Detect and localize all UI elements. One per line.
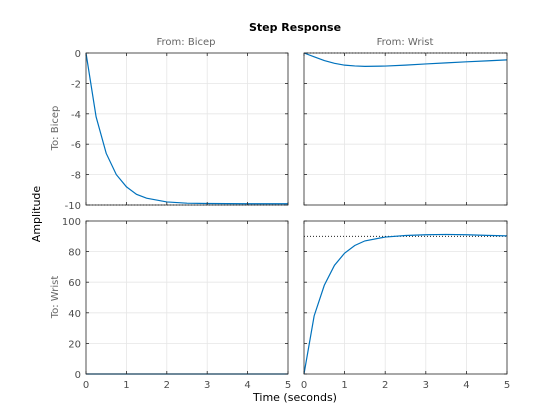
row-label-wrist: To: Wrist (50, 276, 61, 320)
panel-frame (85, 52, 289, 206)
panel-frame (85, 220, 289, 375)
x-tick-label: 3 (204, 380, 210, 391)
x-tick-label: 1 (341, 380, 347, 391)
x-tick-label: 0 (83, 380, 89, 391)
row-label-bicep: To: Bicep (50, 106, 61, 152)
y-tick-label: 60 (68, 278, 81, 289)
y-axis-label: Amplitude (30, 186, 43, 243)
panel-background (304, 221, 507, 374)
panel-background (304, 53, 507, 205)
panel-1-1: 0 1 2 3 4 5 (301, 220, 510, 391)
y-tick-label: -2 (71, 79, 81, 90)
response-line (303, 233, 508, 375)
panel-0-1 (303, 52, 508, 206)
panel-frame (303, 220, 508, 375)
x-axis-label: Time (seconds) (252, 391, 337, 404)
x-tick-label: 5 (504, 380, 510, 391)
column-label-wrist: From: Wrist (377, 37, 434, 48)
y-tick-label: 0 (75, 49, 81, 60)
response-line (85, 52, 288, 205)
x-tick-label: 2 (164, 380, 170, 391)
y-tick-label: 20 (68, 339, 81, 350)
x-tick-label: 4 (463, 380, 469, 391)
y-tick-label: 80 (68, 248, 81, 259)
x-tick-label: 5 (285, 380, 291, 391)
column-label-bicep: From: Bicep (157, 37, 216, 48)
chart-title: Step Response (249, 21, 341, 34)
y-tick-label: 40 (68, 309, 81, 320)
panel-background (86, 53, 288, 205)
panel-background (86, 221, 288, 374)
y-tick-label: -4 (71, 110, 81, 121)
y-tick-label: -6 (71, 140, 81, 151)
x-tick-label: 4 (244, 380, 250, 391)
response-line (303, 52, 508, 67)
panel-1-0: 0 20 40 60 80 100 0 1 2 3 4 5 (62, 217, 291, 391)
x-tick-label: 0 (301, 380, 307, 391)
y-tick-label: -8 (71, 171, 81, 182)
panel-0-0: -10 -8 -6 -4 -2 0 (65, 49, 289, 212)
y-tick-label: 0 (75, 370, 81, 381)
y-tick-label: 100 (62, 217, 81, 228)
x-tick-label: 3 (423, 380, 429, 391)
panel-frame (303, 52, 508, 206)
x-tick-label: 1 (123, 380, 129, 391)
x-tick-label: 2 (382, 380, 388, 391)
y-tick-label: -10 (65, 201, 81, 212)
